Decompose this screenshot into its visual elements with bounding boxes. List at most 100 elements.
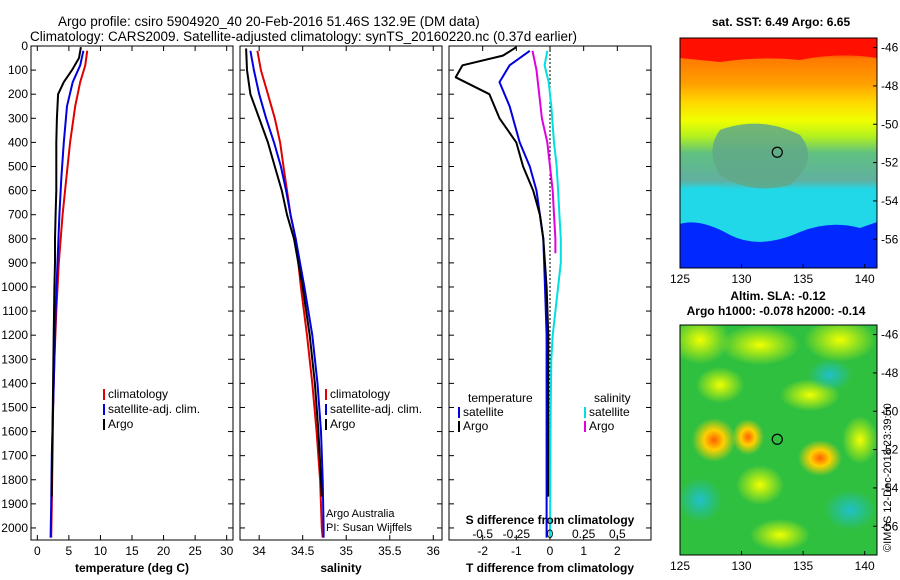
map-y-tick-label: -48 bbox=[881, 366, 899, 380]
x-tick-label: 34.5 bbox=[291, 544, 315, 558]
sla-map-blob bbox=[804, 325, 876, 362]
y-tick-label: 1700 bbox=[1, 449, 28, 463]
legend-label: Argo bbox=[330, 417, 356, 431]
temperature-series-argo bbox=[50, 47, 82, 497]
legend-label: satellite bbox=[463, 405, 504, 419]
legend-label: temperature bbox=[468, 391, 533, 405]
legend-label: satellite-adj. clim. bbox=[108, 402, 200, 416]
legend-label: Argo bbox=[589, 419, 615, 433]
map-x-tick-label: 130 bbox=[732, 272, 752, 286]
y-tick-label: 500 bbox=[8, 159, 28, 173]
sla-map-subtitle: Argo h1000: -0.078 h2000: -0.14 bbox=[687, 304, 866, 318]
map-y-tick-label: -50 bbox=[881, 117, 899, 131]
legend-label: salinity bbox=[594, 391, 631, 405]
figure-title-line1: Argo profile: csiro 5904920_40 20-Feb-20… bbox=[58, 14, 480, 29]
temperature-panel: 0100200300400500600700800900100011001200… bbox=[1, 39, 233, 575]
x-tick-label: 20 bbox=[157, 544, 171, 558]
x-tick-label: 25 bbox=[188, 544, 202, 558]
sla-map-blob bbox=[798, 440, 842, 476]
y-tick-label: 1500 bbox=[1, 400, 28, 414]
x-tick-label: 2 bbox=[614, 544, 621, 558]
x-tick-label: 35.5 bbox=[378, 544, 402, 558]
s-tick-label: -0.5 bbox=[472, 527, 493, 541]
legend-label: climatology bbox=[108, 387, 168, 401]
t-difference-series-temperature-satellite bbox=[498, 49, 548, 538]
temperature-frame bbox=[30, 45, 234, 541]
legend-label: satellite-adj. clim. bbox=[330, 402, 422, 416]
y-tick-label: 1000 bbox=[1, 280, 28, 294]
sst-map: sat. SST: 6.49 Argo: 6.65 125 130 135 140 -4… bbox=[670, 15, 899, 286]
t-difference-series-temperature-argo bbox=[454, 46, 550, 497]
salinity-frame bbox=[239, 45, 443, 541]
y-tick-label: 1300 bbox=[1, 352, 28, 366]
x-tick-label: -2 bbox=[477, 544, 488, 558]
sla-map-blob bbox=[720, 325, 800, 365]
s-difference-label: S difference from climatology bbox=[466, 513, 635, 527]
x-tick-label: 5 bbox=[66, 544, 73, 558]
y-tick-label: 1200 bbox=[1, 328, 28, 342]
x-tick-label: 30 bbox=[220, 544, 234, 558]
s-tick-label: -0.25 bbox=[503, 527, 531, 541]
map-y-tick-label: -52 bbox=[881, 156, 899, 170]
map-y-tick-label: -46 bbox=[881, 328, 899, 342]
argo-australia-label: Argo Australia bbox=[326, 508, 395, 520]
salinity-xlabel: salinity bbox=[320, 561, 362, 575]
y-tick-label: 600 bbox=[8, 184, 28, 198]
map-x-tick-label: 130 bbox=[732, 559, 752, 573]
x-tick-label: 35 bbox=[340, 544, 354, 558]
sla-map-blob bbox=[680, 478, 722, 522]
x-tick-label: 0 bbox=[547, 544, 554, 558]
sst-map-float-marker bbox=[771, 146, 783, 158]
map-x-tick-label: 135 bbox=[793, 559, 813, 573]
x-tick-label: 36 bbox=[427, 544, 441, 558]
sla-map-blob bbox=[696, 367, 744, 403]
sla-map-blob bbox=[736, 465, 784, 505]
legend-label: Argo bbox=[108, 417, 134, 431]
imos-timestamp: ©IMOS 12-Dec-2018 23:39:50 bbox=[882, 403, 894, 552]
sla-map-blob bbox=[824, 490, 876, 530]
y-tick-label: 200 bbox=[8, 87, 28, 101]
y-tick-label: 800 bbox=[8, 232, 28, 246]
sla-map-blob bbox=[692, 418, 736, 462]
map-x-tick-label: 125 bbox=[670, 559, 690, 573]
s-tick-label: 0.5 bbox=[609, 527, 626, 541]
s-tick-label: 0.25 bbox=[572, 527, 596, 541]
map-x-tick-label: 140 bbox=[855, 559, 875, 573]
map-y-tick-label: -54 bbox=[881, 481, 899, 495]
sla-map-blob bbox=[842, 416, 877, 464]
sla-map-frame bbox=[679, 324, 878, 556]
salinity-panel: 34 34.5 35 35.5 36 salinity climatologysatelli… bbox=[239, 45, 443, 575]
temperature-xlabel: temperature (deg C) bbox=[75, 561, 189, 575]
y-tick-label: 400 bbox=[8, 135, 28, 149]
pi-label: PI: Susan Wijffels bbox=[326, 522, 412, 534]
y-tick-label: 1400 bbox=[1, 376, 28, 390]
x-tick-label: 15 bbox=[125, 544, 139, 558]
figure-title-line2: Climatology: CARS2009. Satellite-adjuste… bbox=[30, 29, 577, 44]
sla-map-blob bbox=[680, 325, 730, 364]
sst-map-green-patch bbox=[712, 123, 808, 189]
y-tick-label: 1100 bbox=[2, 304, 28, 318]
t-difference-series-salinity-argo bbox=[531, 50, 557, 254]
t-difference-series-salinity-satellite bbox=[543, 50, 562, 538]
t-difference-xlabel: T difference from climatology bbox=[466, 561, 634, 575]
x-tick-label: 34 bbox=[252, 544, 266, 558]
y-tick-label: 1900 bbox=[1, 497, 28, 511]
y-tick-label: 300 bbox=[8, 111, 28, 125]
map-x-tick-label: 140 bbox=[855, 272, 875, 286]
salinity-series-argo bbox=[245, 48, 323, 497]
map-x-tick-label: 125 bbox=[670, 272, 690, 286]
salinity-series-satellite-adj-clim- bbox=[249, 50, 325, 538]
t-difference-panel: -2 -1 0 1 2 T difference from climatology temp… bbox=[448, 45, 652, 575]
sla-map-blob bbox=[732, 419, 764, 455]
x-tick-label: 1 bbox=[580, 544, 587, 558]
map-y-tick-label: -52 bbox=[881, 443, 899, 457]
map-y-tick-label: -56 bbox=[881, 232, 899, 246]
sst-map-frame bbox=[679, 37, 878, 269]
sla-map-title: Altim. SLA: -0.12 bbox=[730, 289, 826, 303]
legend-label: Argo bbox=[463, 419, 489, 433]
map-y-tick-label: -56 bbox=[881, 519, 899, 533]
map-y-tick-label: -46 bbox=[881, 41, 899, 55]
sst-map-deep-region bbox=[680, 222, 877, 268]
legend-label: satellite bbox=[589, 405, 630, 419]
